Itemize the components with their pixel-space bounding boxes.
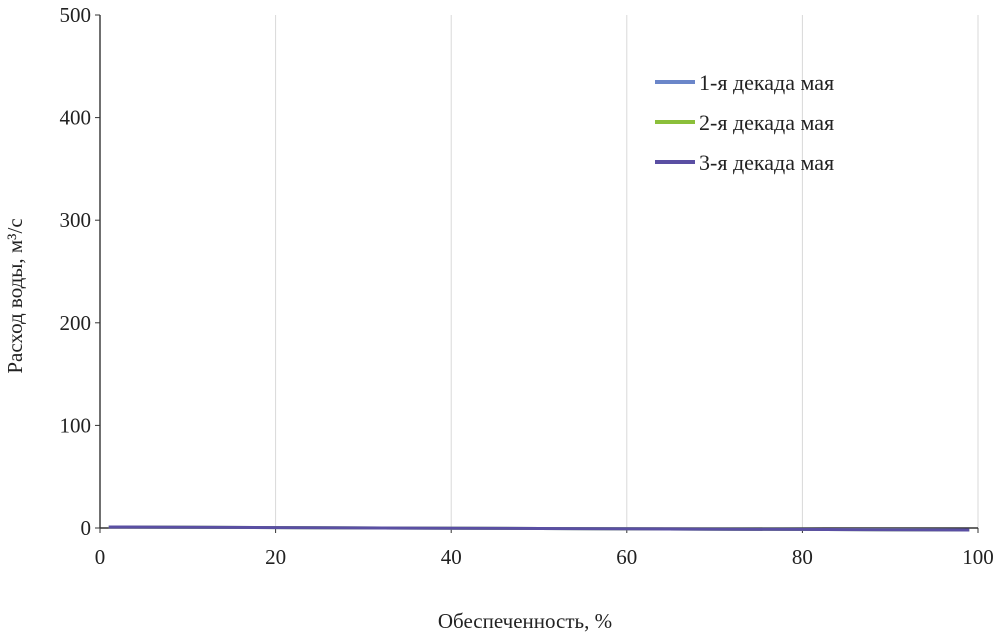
x-tick-label: 100 — [962, 545, 994, 569]
legend: 1-я декада мая 2-я декада мая 3-я декада м… — [655, 70, 834, 175]
legend-label-2: 2-я декада мая — [699, 110, 834, 135]
y-tick-label: 0 — [81, 516, 92, 540]
y-axis-title: Расход воды, м³/с — [3, 218, 27, 373]
y-tick-label: 100 — [60, 413, 92, 437]
series-line-3 — [108, 525, 970, 532]
legend-label-1: 1-я декада мая — [699, 70, 834, 95]
x-tick-label: 60 — [616, 545, 637, 569]
y-tick-label: 200 — [60, 311, 92, 335]
grid-lines — [275, 15, 979, 528]
x-tick-label: 20 — [265, 545, 286, 569]
axes — [95, 14, 979, 533]
y-tick-label: 400 — [60, 106, 92, 130]
x-axis-title: Обеспеченность, % — [438, 609, 612, 633]
tick-labels: 0 20 40 60 80 100 0 100 200 300 400 500 — [60, 3, 994, 569]
y-tick-label: 500 — [60, 3, 92, 27]
x-tick-label: 40 — [441, 545, 462, 569]
legend-label-3: 3-я декада мая — [699, 150, 834, 175]
x-tick-label: 0 — [95, 545, 106, 569]
y-tick-label: 300 — [60, 208, 92, 232]
x-tick-label: 80 — [792, 545, 813, 569]
series-lines — [108, 525, 970, 532]
